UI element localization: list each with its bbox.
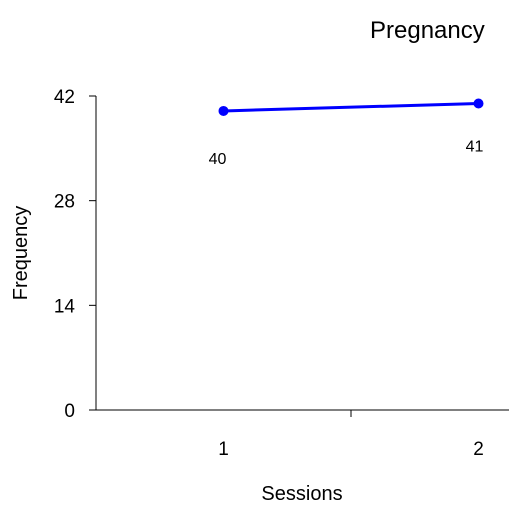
- data-label-layer: 40 41: [209, 138, 484, 167]
- y-tick-label: 14: [54, 296, 76, 317]
- data-point: [473, 98, 484, 109]
- x-tick-label: 2: [473, 439, 484, 460]
- chart-title: Pregnancy: [370, 17, 485, 44]
- x-tick-label: 1: [218, 439, 229, 460]
- data-label: 41: [466, 138, 484, 155]
- y-axis-label: Frequency: [10, 206, 32, 301]
- data-label: 40: [209, 151, 227, 168]
- y-tick-label: 42: [54, 87, 75, 108]
- y-tick-label: 28: [54, 192, 75, 213]
- y-axis-ticks: 0 14 28 42: [54, 87, 96, 422]
- series-layer: [218, 98, 484, 116]
- series-line: [223, 101, 479, 113]
- x-axis-label: Sessions: [261, 483, 342, 505]
- data-point: [218, 105, 229, 116]
- y-tick-label: 0: [64, 401, 75, 422]
